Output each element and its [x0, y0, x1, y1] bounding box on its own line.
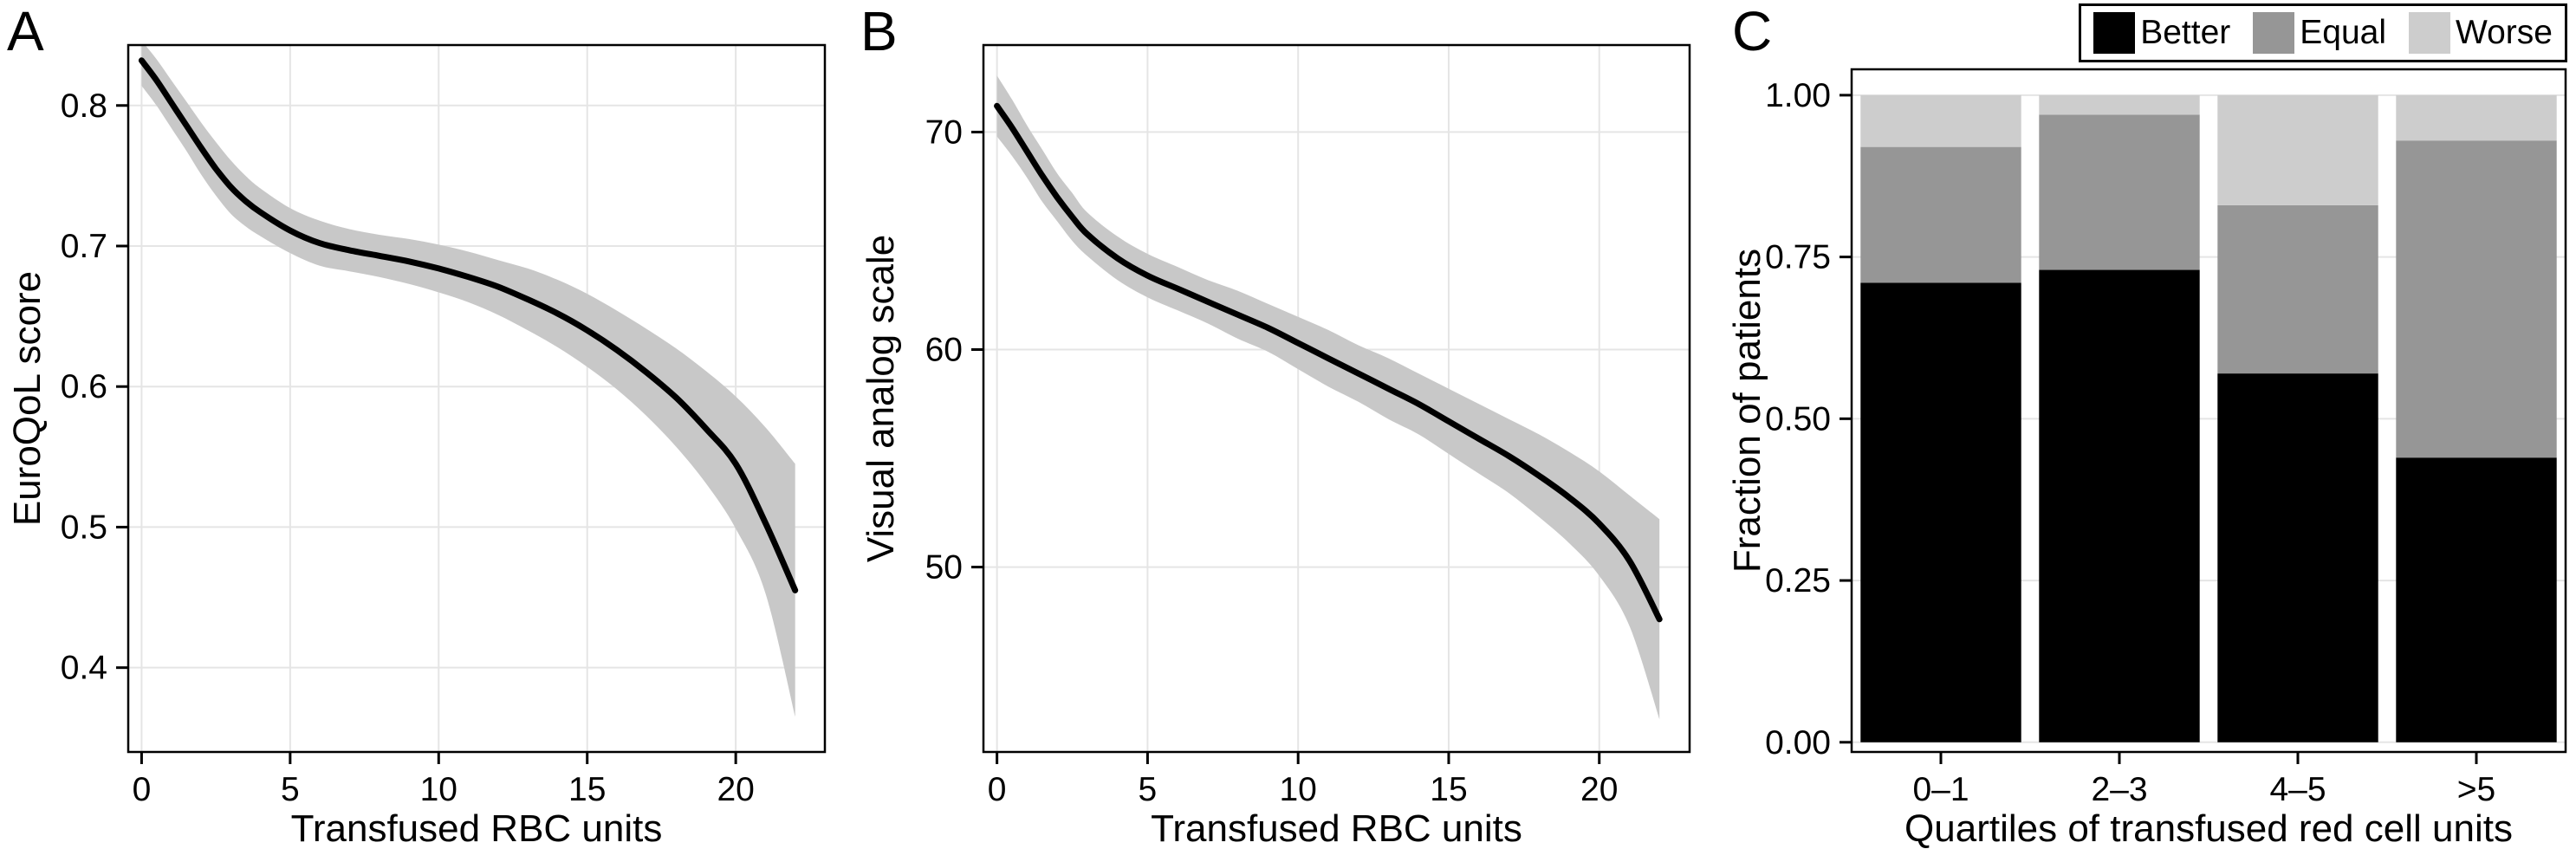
bar-segment-equal: [2039, 114, 2200, 270]
panel-b: B 0 5 10 15 20 50 60 70 Transfused RBC units Visu…: [853, 0, 1720, 849]
x-tick-label: 5: [1139, 771, 1158, 808]
x-tick-label: 10: [420, 771, 457, 808]
x-tick-label: 0–1: [1912, 771, 1969, 808]
x-axis-title: Quartiles of transfused red cell units: [1904, 807, 2513, 849]
x-axis-title: Transfused RBC units: [291, 807, 663, 849]
gridlines: [983, 45, 1690, 752]
legend-item-equal: Equal: [2253, 12, 2386, 54]
y-axis: 0.4 0.5 0.6 0.7 0.8: [61, 87, 128, 687]
y-tick-label: 0.75: [1765, 239, 1831, 276]
x-tick-label: 0: [988, 771, 1007, 808]
x-tick-label: >5: [2457, 771, 2495, 808]
y-tick-label: 50: [925, 549, 963, 587]
x-tick-label: 2–3: [2091, 771, 2147, 808]
y-tick-label: 60: [925, 332, 963, 369]
legend-swatch-better: [2093, 12, 2136, 54]
y-axis-title: Fraction of patients: [1726, 249, 1768, 573]
bar-segment-better: [2217, 373, 2378, 742]
legend: Better Equal Worse: [2079, 3, 2567, 62]
y-tick-label: 0.00: [1765, 724, 1831, 762]
y-axis-title: EuroQoL score: [6, 271, 49, 526]
x-axis: 0–1 2–3 4–5 >5: [1912, 752, 2495, 808]
legend-swatch-equal: [2253, 12, 2295, 54]
y-axis: 0.00 0.25 0.50 0.75 1.00: [1765, 77, 1852, 762]
y-tick-label: 70: [925, 113, 963, 151]
x-tick-label: 20: [717, 771, 754, 808]
y-axis: 50 60 70: [925, 113, 983, 587]
bar-segment-equal: [2396, 140, 2557, 458]
panel-c: C Better Equal Worse 0–1 2–3 4–5 >5 0.00 0.25 0.…: [1720, 0, 2576, 849]
legend-label-equal: Equal: [2300, 14, 2387, 51]
stacked-bar-chart: 0–1 2–3 4–5 >5 0.00 0.25 0.50 0.75 1.00 Quartiles…: [1726, 68, 2567, 849]
legend-label-worse: Worse: [2456, 14, 2553, 51]
y-tick-label: 0.4: [61, 650, 107, 687]
euroqol-line-chart: 0 5 10 15 20 0.4 0.5 0.6 0.7 0.8 Transfused RBC un…: [6, 43, 827, 849]
bar-segment-better: [2039, 269, 2200, 742]
bar-segment-equal: [2217, 204, 2378, 374]
x-axis: 0 5 10 15 20: [988, 752, 1618, 808]
bars: [1860, 94, 2557, 742]
y-axis-title: Visual analog scale: [860, 235, 902, 562]
bar-segment-worse: [1860, 94, 2021, 147]
y-tick-label: 0.8: [61, 87, 107, 125]
x-tick-label: 10: [1279, 771, 1316, 808]
panel-b-label: B: [860, 0, 898, 62]
bar-segment-better: [2396, 457, 2557, 742]
panel-a: A 0 5 10 15 20 0.4 0.5 0.6 0.7 0.8 Transfused RBC …: [0, 0, 853, 849]
trend-line: [994, 102, 1663, 623]
bar-segment-better: [1860, 282, 2021, 742]
plot-border: [127, 43, 827, 754]
legend-item-better: Better: [2093, 12, 2230, 54]
bar-segment-equal: [1860, 146, 2021, 283]
y-tick-label: 1.00: [1765, 77, 1831, 114]
x-tick-label: 4–5: [2269, 771, 2326, 808]
x-tick-label: 20: [1580, 771, 1618, 808]
trend-line: [138, 57, 799, 593]
bar-segment-worse: [2217, 94, 2378, 205]
confidence-band: [996, 75, 1660, 720]
x-axis-title: Transfused RBC units: [1151, 807, 1522, 849]
panel-c-label: C: [1732, 0, 1773, 62]
legend-item-worse: Worse: [2409, 12, 2553, 54]
x-tick-label: 15: [1430, 771, 1467, 808]
panel-a-label: A: [7, 0, 44, 62]
y-tick-label: 0.6: [61, 368, 107, 405]
x-tick-label: 5: [281, 771, 300, 808]
plot-border: [982, 43, 1691, 754]
y-tick-label: 0.5: [61, 509, 107, 546]
plot-border: [1850, 68, 2567, 754]
x-axis: 0 5 10 15 20: [133, 752, 755, 808]
bar-segment-worse: [2039, 94, 2200, 115]
x-tick-label: 0: [133, 771, 152, 808]
x-tick-label: 15: [568, 771, 606, 808]
y-tick-label: 0.7: [61, 228, 107, 265]
confidence-band: [141, 45, 795, 717]
legend-swatch-worse: [2409, 12, 2451, 54]
legend-label-better: Better: [2140, 14, 2231, 51]
bar-segment-worse: [2396, 94, 2557, 141]
y-tick-label: 0.25: [1765, 562, 1831, 599]
visual-analog-line-chart: 0 5 10 15 20 50 60 70 Transfused RBC units Visual…: [860, 43, 1691, 849]
y-tick-label: 0.50: [1765, 400, 1831, 437]
